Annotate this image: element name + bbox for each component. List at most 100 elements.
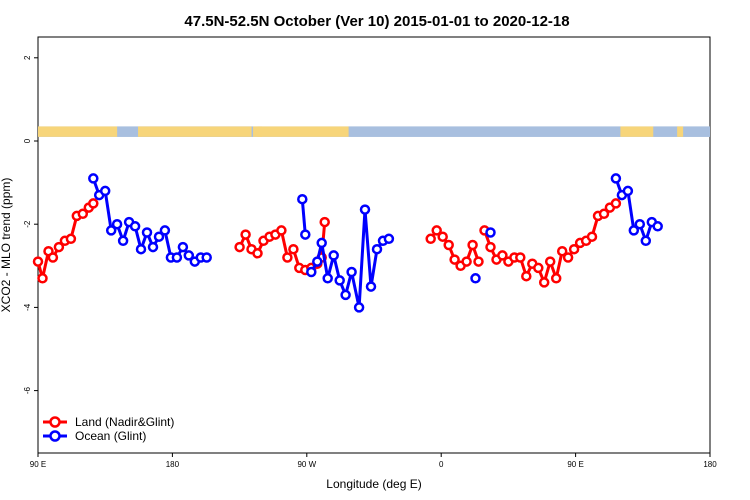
data-point-land (425, 233, 436, 245)
x-tick-label: 180 (166, 460, 180, 469)
data-point-ocean (652, 221, 663, 232)
data-point-ocean (371, 243, 383, 255)
series-land (32, 198, 622, 288)
land-ocean-band (38, 126, 710, 137)
land-segment (253, 126, 349, 137)
series-layer (32, 173, 663, 313)
data-point-ocean (111, 218, 123, 230)
data-point-land (550, 273, 562, 284)
data-point-ocean (135, 243, 147, 255)
x-tick-label: 0 (439, 460, 444, 469)
data-point-land (77, 208, 89, 220)
data-point-ocean (129, 221, 141, 232)
data-point-land (562, 252, 574, 263)
data-point-land (319, 216, 330, 228)
land-segment (138, 126, 252, 137)
data-point-ocean (622, 185, 634, 197)
data-point-land (538, 277, 550, 288)
data-point-land (568, 243, 580, 255)
data-point-ocean (88, 173, 99, 184)
legend: Land (Nadir&Glint) Ocean (Glint) (43, 415, 174, 443)
plot-frame (37, 36, 711, 454)
data-point-land (288, 243, 299, 255)
land-segment (620, 126, 654, 137)
data-point-land (47, 252, 59, 263)
legend-marker-land (49, 416, 61, 428)
data-point-ocean (117, 235, 129, 247)
data-point-land (556, 245, 568, 257)
data-point-land (461, 256, 472, 267)
land-segment (38, 126, 118, 137)
data-point-land (431, 225, 442, 236)
data-point-ocean (628, 225, 640, 236)
series-ocean (88, 173, 663, 313)
data-point-land (544, 256, 556, 267)
data-point-land (32, 256, 44, 267)
data-point-land (598, 208, 610, 220)
series-line-ocean (300, 199, 307, 235)
data-point-ocean (383, 233, 395, 245)
data-point-land (240, 229, 251, 240)
data-point-land (53, 241, 65, 253)
data-point-land (521, 270, 532, 282)
data-point-land (449, 254, 460, 265)
data-point-ocean (306, 266, 317, 278)
data-point-ocean (105, 225, 117, 236)
data-point-ocean (159, 225, 171, 236)
data-point-ocean (365, 281, 377, 292)
data-point-land (234, 241, 245, 253)
data-point-land (467, 239, 478, 251)
y-tick-label: -2 (23, 220, 32, 228)
data-point-ocean (322, 273, 333, 284)
data-point-land (515, 252, 526, 263)
data-point-ocean (297, 193, 308, 205)
data-point-land (497, 250, 508, 261)
data-point-ocean (640, 235, 652, 247)
data-point-ocean (346, 266, 357, 278)
data-point-land (276, 225, 287, 236)
data-point-ocean (334, 275, 345, 286)
data-point-land (252, 248, 263, 259)
data-point-ocean (201, 252, 212, 263)
data-point-ocean (610, 173, 622, 184)
data-point-ocean (99, 185, 111, 197)
data-point-ocean (153, 231, 165, 242)
data-point-ocean (171, 252, 183, 263)
y-axis-label: XCO2 - MLO trend (ppm) (0, 178, 13, 313)
data-point-land (282, 252, 293, 263)
data-point-land (533, 262, 544, 274)
x-tick-label: 90 E (567, 460, 583, 469)
axis-layer: 2 0 -2 -4 -6 90 E 180 90 W 0 90 E 180 (23, 55, 717, 469)
x-tick-label: 180 (703, 460, 717, 469)
x-tick-label: 90 W (297, 460, 316, 469)
data-point-ocean (312, 256, 323, 267)
data-point-ocean (177, 241, 189, 253)
data-point-ocean (470, 273, 481, 284)
data-point-land (610, 198, 622, 209)
series-line-ocean (310, 208, 390, 309)
y-tick-label: 0 (23, 138, 32, 143)
data-point-ocean (634, 218, 646, 230)
data-point-ocean (353, 302, 365, 313)
legend-marker-ocean (49, 430, 61, 442)
data-point-ocean (183, 250, 195, 261)
y-tick-label: -6 (23, 386, 32, 394)
x-tick-label: 90 E (30, 460, 46, 469)
legend-label-ocean: Ocean (Glint) (75, 429, 146, 443)
ocean-segment (348, 126, 621, 137)
data-point-land (65, 233, 77, 245)
data-point-ocean (328, 250, 339, 261)
data-point-ocean (141, 227, 153, 238)
data-point-ocean (359, 204, 371, 215)
data-point-land (473, 256, 484, 267)
x-axis-label: Longitude (deg E) (326, 477, 421, 491)
data-point-land (37, 273, 48, 284)
data-point-ocean (300, 229, 311, 240)
data-point-land (443, 239, 454, 251)
chart-title: 47.5N-52.5N October (Ver 10) 2015-01-01 … (184, 13, 569, 30)
land-segment (677, 126, 684, 137)
data-point-ocean (340, 289, 351, 301)
data-point-ocean (485, 227, 496, 238)
y-tick-label: 2 (23, 55, 32, 60)
